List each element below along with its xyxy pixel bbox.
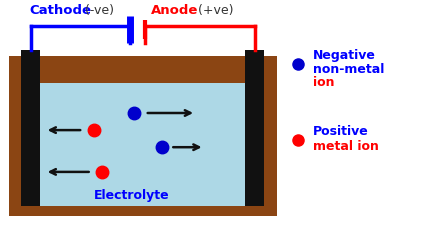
Text: Positive: Positive [313,124,369,137]
Text: ion: ion [313,76,334,89]
Text: (-ve): (-ve) [81,4,114,17]
Text: (+ve): (+ve) [194,4,233,17]
Bar [21,83,264,206]
Bar [245,51,264,206]
Bar [21,51,40,206]
Text: Anode: Anode [151,4,199,17]
Text: metal ion: metal ion [313,139,379,152]
Text: Negative: Negative [313,48,376,61]
Text: non-metal: non-metal [313,62,385,75]
Text: Electrolyte: Electrolyte [94,188,170,201]
Text: Cathode: Cathode [30,4,92,17]
Bar [9,57,277,216]
